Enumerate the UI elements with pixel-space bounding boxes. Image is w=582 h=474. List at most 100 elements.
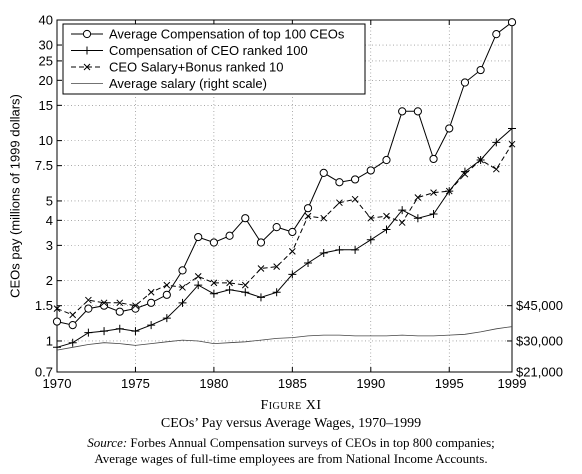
legend-entry: Average salary (right scale): [71, 76, 267, 91]
data-point: [492, 138, 501, 147]
data-point: [336, 199, 343, 207]
y-tick-label: 4: [46, 213, 53, 228]
data-point: [367, 214, 375, 222]
legend-entry: Compensation of CEO ranked 100: [71, 43, 308, 58]
data-point: [132, 302, 139, 310]
legend-label: Average Compensation of top 100 CEOs: [109, 27, 345, 42]
data-point: [335, 178, 344, 187]
data-point: [288, 227, 297, 237]
legend-label: CEO Salary+Bonus ranked 10: [109, 60, 284, 75]
data-point: [492, 165, 500, 173]
y-tick-label: 40: [39, 13, 53, 28]
data-point: [413, 214, 422, 223]
data-point: [319, 168, 328, 178]
legend-marker: [82, 29, 92, 39]
series-1: [52, 18, 517, 330]
axes: 1970 1975 1980 1985 1990 1995 1999 0.7 1 1.5 2 3 4 5 7…: [35, 13, 563, 392]
y-tick-label: 1.5: [35, 298, 53, 313]
data-point: [225, 231, 234, 240]
data-point: [272, 288, 281, 297]
data-point: [53, 305, 61, 312]
data-point: [147, 288, 155, 296]
data-point: [194, 281, 203, 290]
data-point: [209, 238, 218, 247]
data-point: [162, 290, 171, 299]
data-point: [272, 223, 281, 232]
data-point: [320, 214, 328, 222]
data-point: [383, 212, 390, 220]
chart: 1970 1975 1980 1985 1990 1995 1999 0.7 1 1.5 2 3 4 5 7…: [7, 13, 563, 392]
data-point: [414, 194, 422, 201]
figure-title: CEOs’ Pay versus Average Wages, 1970–199…: [160, 416, 422, 431]
data-point: [382, 225, 391, 234]
data-point: [304, 258, 313, 267]
data-point: [256, 293, 265, 302]
legend: Average Compensation of top 100 CEOsComp…: [62, 23, 366, 95]
series-2: [53, 124, 516, 352]
data-point: [366, 235, 375, 244]
data-point: [115, 324, 124, 333]
x-tick-label: 1970: [43, 376, 72, 391]
data-point: [304, 212, 312, 220]
data-point: [398, 219, 406, 226]
data-point: [288, 270, 297, 279]
data-point: [508, 124, 516, 133]
source-line-1: Forbes Annual Compensation surveys of CE…: [130, 435, 495, 450]
data-point: [147, 321, 156, 330]
data-point: [477, 156, 484, 164]
series-line: [56, 326, 513, 351]
data-point: [335, 245, 344, 254]
y-tick-label: 7.5: [35, 158, 53, 173]
y-axis-label: CEOs pay (millions of 1999 dollars): [7, 94, 22, 298]
legend-label: Average salary (right scale): [109, 76, 267, 91]
data-point: [445, 187, 453, 195]
y-tick-label: 20: [39, 73, 53, 88]
data-point: [210, 279, 218, 287]
data-point: [507, 18, 517, 27]
data-point: [68, 321, 77, 330]
data-point: [398, 107, 407, 116]
right-tick-label: $45,000: [516, 298, 563, 313]
data-point: [256, 238, 266, 247]
data-point: [241, 214, 250, 223]
data-point: [194, 232, 203, 242]
legend-box: [62, 23, 366, 95]
data-point: [241, 281, 249, 289]
data-point: [163, 281, 171, 289]
legend-entry: CEO Salary+Bonus ranked 10: [71, 60, 284, 75]
y-tick-label: 15: [39, 98, 53, 113]
series-3: [53, 140, 516, 319]
data-point: [351, 245, 360, 254]
data-point: [288, 248, 296, 255]
data-point: [209, 289, 218, 298]
data-point: [84, 304, 93, 313]
series-line: [56, 128, 513, 348]
legend-label: Compensation of CEO ranked 100: [109, 43, 308, 58]
plot-frame: [56, 19, 513, 373]
data-point: [257, 265, 265, 272]
data-point: [85, 296, 92, 304]
data-point: [492, 30, 501, 39]
x-tick-label: 1995: [435, 376, 464, 391]
legend-marker: [83, 46, 91, 55]
y-tick-label: 10: [39, 133, 53, 148]
data-point: [100, 327, 109, 336]
data-point: [178, 298, 187, 307]
data-point: [445, 124, 454, 133]
data-point: [241, 288, 250, 297]
series-line: [56, 143, 513, 316]
source-label: Source:: [87, 435, 128, 450]
data-point: [398, 206, 407, 215]
y-tick-label: 3: [46, 238, 53, 253]
data-point: [429, 210, 438, 219]
source-line-2: Average wages of full-time employees are…: [94, 451, 488, 466]
data-point: [366, 166, 375, 175]
data-point: [194, 273, 202, 280]
data-point: [178, 266, 187, 275]
data-point: [115, 307, 124, 316]
figure-label: Figure XI: [260, 398, 322, 413]
y-tick-label: 30: [39, 38, 53, 53]
data-point: [273, 263, 281, 270]
data-point: [303, 204, 313, 213]
data-point: [131, 327, 140, 336]
